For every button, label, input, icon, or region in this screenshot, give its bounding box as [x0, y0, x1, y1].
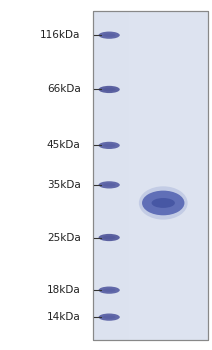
Ellipse shape [103, 315, 116, 319]
Bar [97, 10, 99, 340]
Ellipse shape [152, 198, 175, 208]
Bar [119, 10, 121, 340]
Bar [111, 10, 113, 340]
Ellipse shape [103, 88, 116, 91]
Ellipse shape [103, 288, 116, 292]
Bar [95, 10, 97, 340]
Ellipse shape [99, 181, 120, 189]
Bar [127, 10, 129, 340]
Ellipse shape [99, 32, 120, 39]
Text: 18kDa: 18kDa [47, 285, 81, 295]
Text: 116kDa: 116kDa [40, 30, 81, 40]
Bar [93, 10, 95, 340]
Ellipse shape [99, 234, 120, 241]
Bar [123, 10, 125, 340]
Ellipse shape [139, 186, 188, 219]
Ellipse shape [103, 33, 116, 37]
Bar [115, 10, 117, 340]
Text: 45kDa: 45kDa [47, 140, 81, 150]
Bar [107, 10, 109, 340]
Bar [113, 10, 115, 340]
Bar [125, 10, 127, 340]
Text: 66kDa: 66kDa [47, 84, 81, 94]
Ellipse shape [103, 236, 116, 239]
Ellipse shape [99, 287, 120, 294]
Text: 14kDa: 14kDa [47, 312, 81, 322]
Bar [93, 10, 208, 340]
Ellipse shape [103, 144, 116, 147]
Bar [93, 10, 208, 340]
Ellipse shape [99, 86, 120, 93]
Ellipse shape [99, 314, 120, 321]
Ellipse shape [103, 183, 116, 187]
Bar [121, 10, 123, 340]
Text: 25kDa: 25kDa [47, 232, 81, 243]
Bar [105, 10, 107, 340]
Ellipse shape [99, 142, 120, 149]
Text: 35kDa: 35kDa [47, 180, 81, 190]
Bar [117, 10, 119, 340]
Bar [109, 10, 111, 340]
Bar [131, 10, 133, 340]
Bar [103, 10, 105, 340]
Bar [129, 10, 131, 340]
Bar [101, 10, 103, 340]
Ellipse shape [142, 191, 184, 215]
Bar [99, 10, 101, 340]
